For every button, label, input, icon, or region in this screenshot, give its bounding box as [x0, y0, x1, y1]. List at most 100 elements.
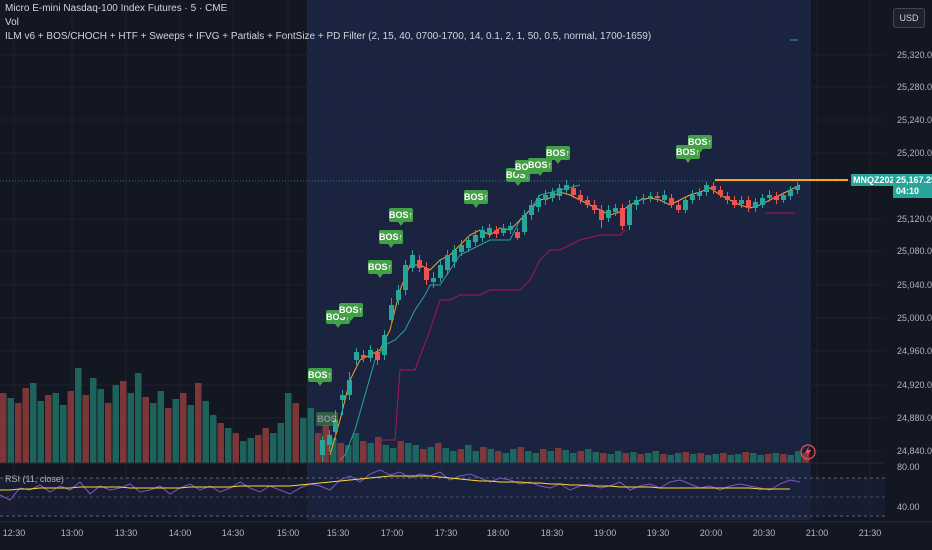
fast-ma-line: [329, 184, 801, 456]
time-axis-label: 17:00: [381, 528, 404, 538]
volume-bars: [0, 368, 809, 463]
bos-label-faded-text: BOS: [317, 414, 337, 424]
candle-body: [767, 195, 772, 198]
rsi-label[interactable]: RSI (11, close): [5, 474, 64, 484]
volume-bar: [285, 393, 292, 463]
volume-bar: [420, 449, 427, 463]
volume-bar: [540, 449, 547, 463]
candle-body: [753, 202, 758, 208]
candle-body: [340, 395, 345, 400]
volume-bar: [592, 452, 599, 463]
bos-label-text: BOS↑: [368, 262, 392, 272]
volume-bar: [465, 445, 472, 463]
candle-body: [592, 205, 597, 210]
candle-body: [466, 240, 471, 248]
time-axis-label: 18:00: [487, 528, 510, 538]
rsi-ma-line: [0, 475, 790, 491]
candle-body: [403, 265, 408, 290]
bos-label-faded[interactable]: BOS: [316, 412, 338, 426]
bos-label[interactable]: BOS↑: [464, 190, 488, 208]
candle-body: [368, 350, 373, 358]
candle-body: [327, 435, 332, 445]
indicator-legend[interactable]: ILM v6 + BOS/CHOCH + HTF + Sweeps + IFVG…: [5, 31, 652, 42]
volume-bar: [427, 447, 434, 463]
candle-body: [389, 305, 394, 320]
bos-label[interactable]: BOS↑: [389, 208, 413, 226]
candle-body: [774, 196, 779, 200]
bos-label-text: BOS↑: [389, 210, 413, 220]
symbol-title[interactable]: Micro E-mini Nasdaq-100 Index Futures · …: [5, 3, 228, 14]
bos-label[interactable]: BOS↑: [546, 146, 570, 164]
volume-bar: [105, 403, 112, 463]
bos-label-text: BOS↑: [379, 232, 403, 242]
volume-bar: [127, 393, 134, 463]
volume-bar: [30, 383, 37, 463]
volume-bar: [52, 393, 59, 463]
time-axis-label: 14:30: [222, 528, 245, 538]
candle-body: [417, 260, 422, 268]
bos-label[interactable]: BOS↑: [379, 230, 403, 248]
volume-bar: [637, 454, 644, 463]
bos-label-text: BOS↑: [326, 312, 350, 322]
time-axis[interactable]: 12:30 13:00 13:30 14:00 14:30 15:00 15:30 17:00…: [3, 528, 882, 538]
time-axis-label: 12:30: [3, 528, 26, 538]
volume-bar: [307, 408, 314, 463]
rsi-line: [0, 469, 801, 501]
candle-body: [382, 335, 387, 355]
bos-label[interactable]: BOS↑: [368, 260, 392, 278]
volume-bar: [480, 447, 487, 463]
bos-label-text: BOS↑: [676, 147, 700, 157]
time-axis-label: 21:30: [859, 528, 882, 538]
time-axis-label: 21:00: [806, 528, 829, 538]
candle-body: [347, 380, 352, 395]
volume-bar: [345, 445, 352, 463]
candle-body: [606, 210, 611, 218]
bar-countdown: 04:10: [896, 186, 920, 196]
indicator-lines: [329, 39, 848, 461]
currency-button[interactable]: USD: [893, 8, 925, 28]
candle-body: [459, 245, 464, 252]
volume-bar: [97, 389, 104, 463]
candle-body: [648, 196, 653, 198]
volume-legend[interactable]: Vol: [5, 17, 19, 28]
bos-label[interactable]: BOS↑: [528, 158, 552, 176]
price-axis-label: 24,880.00: [897, 413, 932, 423]
candle-body: [501, 228, 506, 233]
volume-bar: [532, 453, 539, 463]
candle-body: [410, 255, 415, 268]
rsi-level-80: 80.00: [897, 462, 920, 472]
bos-label[interactable]: BOS↑: [308, 368, 332, 386]
time-axis-label: 19:00: [594, 528, 617, 538]
candle-body: [564, 185, 569, 190]
bos-label[interactable]: BOS↑: [339, 303, 363, 321]
candle-body: [662, 195, 667, 200]
volume-bar: [315, 433, 322, 463]
lightning-icon[interactable]: [800, 444, 816, 460]
volume-bar: [240, 441, 247, 463]
volume-bar: [232, 433, 239, 463]
bos-label-text: BOS↑: [688, 137, 712, 147]
price-axis-label: 25,120.00: [897, 214, 932, 224]
volume-bar: [292, 403, 299, 463]
candle-body: [480, 230, 485, 238]
candle-body: [718, 190, 723, 195]
volume-bar: [322, 425, 329, 463]
candle-body: [788, 190, 793, 196]
volume-bar: [60, 405, 67, 463]
bos-labels: BOS↑BOS↑BOS↑BOS↑BOS↑BOS↑BOS↑BOS↑BOS↑BOS↑…: [308, 135, 712, 426]
candle-body: [781, 195, 786, 200]
bos-label-text: BOS↑: [528, 160, 552, 170]
volume-bar: [412, 445, 419, 463]
candle-body: [669, 198, 674, 205]
volume-bar: [0, 393, 7, 463]
price-axis[interactable]: 25,320.00 25,280.00 25,240.00 25,200.00 25,1…: [897, 50, 932, 456]
volume-bar: [165, 408, 172, 463]
bos-label[interactable]: BOS↑: [688, 135, 712, 153]
price-axis-label: 24,960.00: [897, 346, 932, 356]
volume-bar: [735, 454, 742, 463]
volume-bar: [262, 428, 269, 463]
candle-body: [536, 198, 541, 207]
candle-body: [320, 440, 325, 455]
volume-bar: [45, 395, 52, 463]
